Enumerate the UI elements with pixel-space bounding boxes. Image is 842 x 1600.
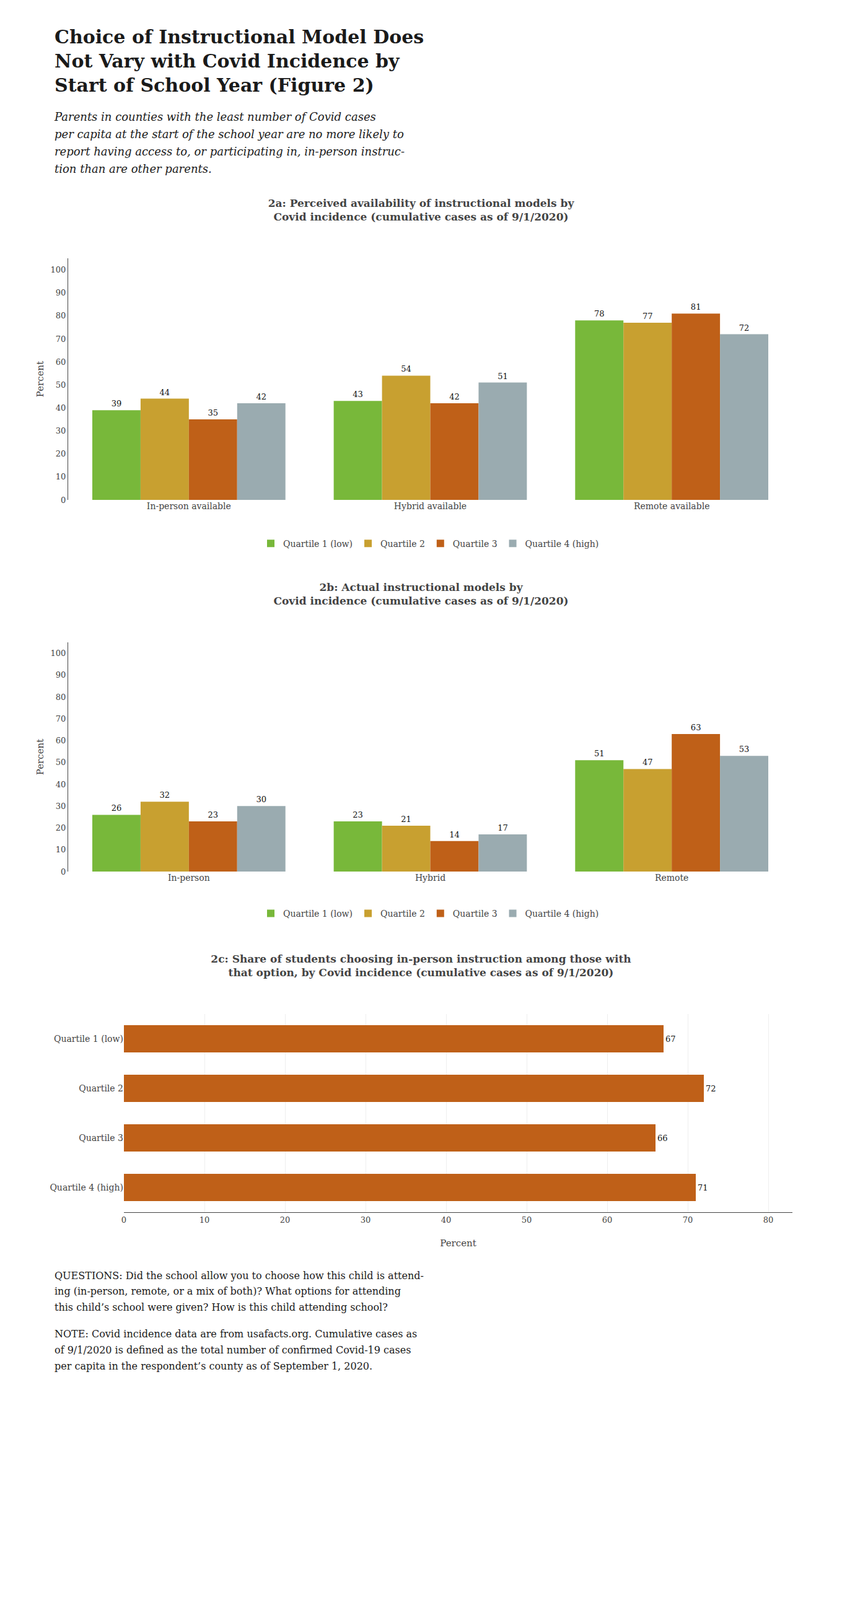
svg-text:23: 23: [208, 810, 219, 820]
svg-text:40: 40: [55, 779, 67, 789]
svg-text:80: 80: [55, 311, 67, 321]
svg-text:72: 72: [705, 1083, 717, 1093]
svg-text:90: 90: [55, 288, 67, 298]
svg-text:2a: Perceived availability of: 2a: Perceived availability of instructio…: [268, 197, 575, 224]
svg-text:30: 30: [55, 801, 67, 811]
svg-text:0: 0: [121, 1214, 127, 1225]
svg-text:60: 60: [55, 736, 67, 746]
svg-text:72: 72: [739, 322, 750, 333]
svg-text:Quartile 2: Quartile 2: [380, 908, 426, 919]
svg-text:90: 90: [55, 670, 67, 680]
svg-text:Quartile 3: Quartile 3: [452, 538, 498, 549]
svg-text:2c: Share of students choosing: 2c: Share of students choosing in-person…: [210, 952, 631, 979]
svg-text:42: 42: [255, 392, 267, 402]
svg-text:67: 67: [665, 1034, 676, 1044]
svg-text:10: 10: [55, 845, 67, 855]
svg-text:39: 39: [111, 399, 123, 409]
svg-text:50: 50: [55, 757, 67, 768]
html-text:QUESTIONS: Did the school allo: QUESTIONS: Did the school allow you to c…: [54, 1269, 424, 1314]
svg-text:70: 70: [55, 713, 67, 724]
svg-text:20: 20: [55, 823, 67, 833]
svg-text:23: 23: [352, 810, 364, 820]
svg-text:Percent: Percent: [34, 360, 46, 397]
svg-text:26: 26: [111, 803, 123, 813]
svg-text:2b: Actual instructional model: 2b: Actual instructional models byCovid …: [273, 581, 569, 608]
svg-text:66: 66: [657, 1133, 668, 1143]
svg-text:14: 14: [449, 829, 460, 839]
svg-text:50: 50: [55, 379, 67, 390]
svg-text:17: 17: [497, 823, 509, 833]
svg-text:Quartile 4 (high): Quartile 4 (high): [49, 1182, 124, 1193]
svg-text:In-person available: In-person available: [146, 501, 232, 512]
svg-text:35: 35: [208, 408, 219, 418]
html-text:Parents in counties with the l: Parents in counties with the least numbe…: [54, 110, 405, 176]
svg-text:54: 54: [400, 364, 412, 374]
svg-text:60: 60: [55, 356, 67, 367]
svg-text:80: 80: [55, 692, 67, 702]
svg-text:Hybrid available: Hybrid available: [394, 501, 467, 512]
svg-text:40: 40: [55, 403, 67, 413]
svg-text:20: 20: [55, 449, 67, 459]
svg-text:47: 47: [642, 757, 654, 768]
svg-text:Quartile 2: Quartile 2: [78, 1083, 124, 1093]
svg-text:71: 71: [697, 1182, 709, 1193]
svg-text:78: 78: [594, 309, 605, 319]
svg-text:30: 30: [55, 426, 67, 436]
svg-text:Quartile 1 (low): Quartile 1 (low): [53, 1033, 124, 1044]
svg-text:81: 81: [690, 302, 702, 312]
svg-text:Quartile 2: Quartile 2: [380, 538, 426, 549]
svg-text:0: 0: [60, 495, 66, 505]
svg-text:0: 0: [60, 866, 66, 877]
svg-text:In-person: In-person: [167, 872, 211, 883]
svg-text:21: 21: [400, 814, 412, 825]
svg-text:70: 70: [55, 333, 67, 344]
svg-text:53: 53: [739, 744, 750, 755]
svg-text:20: 20: [280, 1214, 291, 1225]
svg-text:30: 30: [360, 1214, 372, 1225]
svg-text:30: 30: [255, 794, 267, 805]
svg-text:63: 63: [690, 723, 702, 733]
svg-text:Remote available: Remote available: [633, 501, 711, 512]
svg-text:Hybrid: Hybrid: [415, 872, 446, 883]
html-text:NOTE: Covid incidence data are: NOTE: Covid incidence data are from usaf…: [54, 1328, 418, 1373]
svg-text:Percent: Percent: [439, 1237, 476, 1250]
svg-text:32: 32: [159, 790, 171, 800]
svg-text:Quartile 4 (high): Quartile 4 (high): [525, 538, 600, 549]
svg-text:Quartile 1 (low): Quartile 1 (low): [283, 538, 353, 549]
svg-text:70: 70: [682, 1214, 694, 1225]
svg-text:Percent: Percent: [34, 738, 46, 775]
svg-text:44: 44: [159, 387, 171, 397]
svg-text:Quartile 3: Quartile 3: [452, 908, 498, 919]
svg-text:77: 77: [642, 311, 654, 321]
svg-text:80: 80: [763, 1214, 774, 1225]
svg-text:50: 50: [521, 1214, 533, 1225]
svg-text:43: 43: [352, 389, 364, 400]
svg-text:60: 60: [602, 1214, 613, 1225]
svg-text:100: 100: [50, 265, 67, 275]
html-text:Choice of Instructional Model: Choice of Instructional Model Does Not V…: [54, 26, 424, 97]
svg-text:10: 10: [55, 472, 67, 482]
svg-text:42: 42: [449, 392, 460, 402]
svg-text:Quartile 3: Quartile 3: [78, 1132, 124, 1143]
svg-text:51: 51: [594, 749, 605, 759]
svg-text:10: 10: [199, 1214, 211, 1225]
svg-text:Quartile 1 (low): Quartile 1 (low): [283, 908, 353, 919]
svg-text:100: 100: [50, 648, 67, 658]
svg-text:40: 40: [441, 1214, 452, 1225]
svg-text:51: 51: [497, 371, 509, 381]
svg-text:Remote: Remote: [654, 872, 689, 883]
svg-text:Quartile 4 (high): Quartile 4 (high): [525, 908, 600, 919]
